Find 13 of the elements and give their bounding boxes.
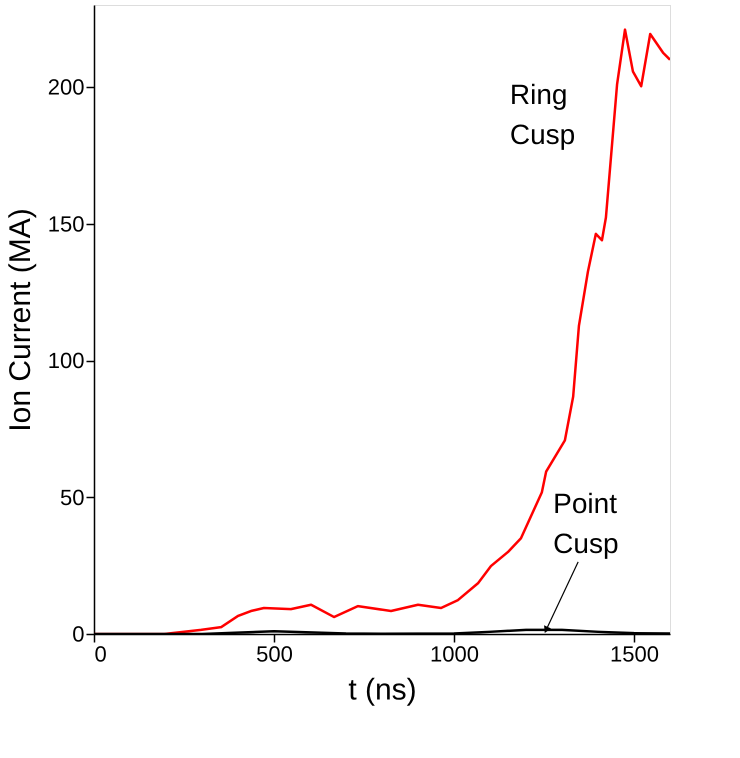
annotation: Point Cusp bbox=[553, 488, 619, 559]
y-tick-label: 0 bbox=[72, 622, 84, 646]
x-tick-label: 1500 bbox=[610, 642, 659, 666]
y-axis-title: Ion Current (MA) bbox=[4, 208, 37, 432]
y-tick-label: 150 bbox=[48, 211, 84, 236]
annotation: Ring Cusp bbox=[510, 79, 576, 150]
y-tick-label: 50 bbox=[60, 484, 84, 510]
x-axis-title: t (ns) bbox=[348, 674, 417, 706]
y-tick-label: 100 bbox=[48, 348, 84, 374]
x-tick-label: 500 bbox=[256, 642, 293, 666]
x-tick-label: 0 bbox=[94, 642, 107, 666]
y-tick-label: 200 bbox=[48, 74, 84, 100]
x-tick-label: 1000 bbox=[430, 642, 479, 666]
